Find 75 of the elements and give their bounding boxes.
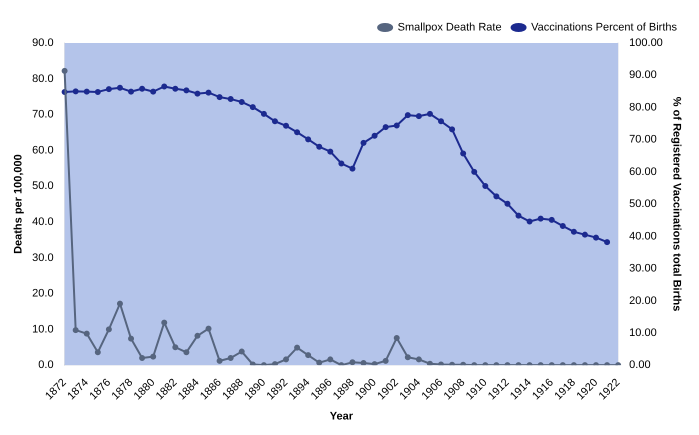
y-tick-label: 0.0 — [38, 359, 54, 372]
point — [194, 90, 200, 97]
point — [504, 200, 510, 207]
point — [560, 222, 566, 229]
legend-label: Smallpox Death Rate — [398, 22, 502, 34]
point — [250, 104, 256, 110]
y2-tick-label: 40.00 — [629, 230, 657, 242]
point — [106, 86, 112, 92]
point — [416, 113, 422, 120]
y2-tick-label: 50.00 — [629, 198, 657, 210]
y2-tick-label: 60.00 — [629, 166, 657, 178]
y-tick-label: 60.0 — [32, 144, 54, 156]
point — [327, 148, 334, 155]
point — [471, 168, 478, 175]
point — [139, 86, 146, 92]
point — [305, 136, 312, 142]
point — [84, 88, 90, 95]
point — [72, 88, 79, 94]
point — [283, 122, 290, 129]
point — [216, 94, 223, 100]
y-tick-label: 70.0 — [32, 108, 54, 121]
x-axis-title: Year — [330, 410, 354, 422]
point — [272, 118, 278, 124]
point — [593, 234, 600, 241]
point — [228, 96, 234, 102]
point — [116, 84, 123, 91]
point — [150, 88, 156, 95]
point — [172, 86, 178, 92]
y2-axis-title: % of Registered Vaccinations total Births — [670, 96, 682, 312]
point — [516, 212, 522, 219]
point — [382, 124, 389, 130]
point — [238, 98, 245, 105]
point — [128, 88, 134, 95]
y-tick-label: 50.0 — [32, 180, 54, 192]
point — [570, 228, 577, 235]
point — [426, 110, 433, 117]
point — [460, 150, 466, 156]
point — [206, 90, 212, 96]
point — [360, 140, 367, 146]
point — [548, 216, 555, 223]
point — [349, 166, 356, 172]
point — [404, 112, 411, 118]
point — [161, 83, 168, 90]
y-tick-label: 10.0 — [32, 323, 54, 336]
point — [538, 216, 544, 222]
y2-tick-label: 100.00 — [629, 37, 663, 50]
point — [438, 118, 444, 124]
point — [294, 129, 300, 136]
y-tick-label: 40.0 — [32, 216, 54, 228]
y2-tick-label: 20.00 — [629, 294, 657, 307]
point — [604, 239, 610, 246]
y2-tick-label: 10.00 — [629, 326, 657, 339]
point — [449, 126, 456, 132]
point — [493, 193, 500, 200]
y2-tick-label: 70.00 — [629, 134, 657, 146]
point — [338, 160, 344, 166]
y-tick-label: 80.0 — [32, 72, 54, 85]
y-axis-title: Deaths per 100,000 — [12, 154, 25, 254]
point — [582, 232, 588, 238]
point — [372, 132, 378, 139]
point — [94, 88, 101, 95]
point — [482, 183, 488, 190]
point — [260, 110, 267, 117]
y2-tick-label: 30.00 — [629, 262, 657, 275]
y2-tick-label: 90.00 — [629, 69, 657, 82]
point — [526, 218, 533, 224]
y2-tick-label: 80.00 — [629, 101, 657, 114]
y-tick-label: 90.0 — [32, 37, 54, 50]
point — [183, 87, 190, 94]
y-tick-label: 30.0 — [32, 252, 54, 264]
point — [316, 144, 322, 150]
point — [394, 122, 400, 128]
legend-label: Vaccinations Percent of Births — [531, 22, 678, 34]
y2-tick-label: 0.00 — [629, 359, 651, 372]
y-tick-label: 20.0 — [32, 288, 54, 300]
